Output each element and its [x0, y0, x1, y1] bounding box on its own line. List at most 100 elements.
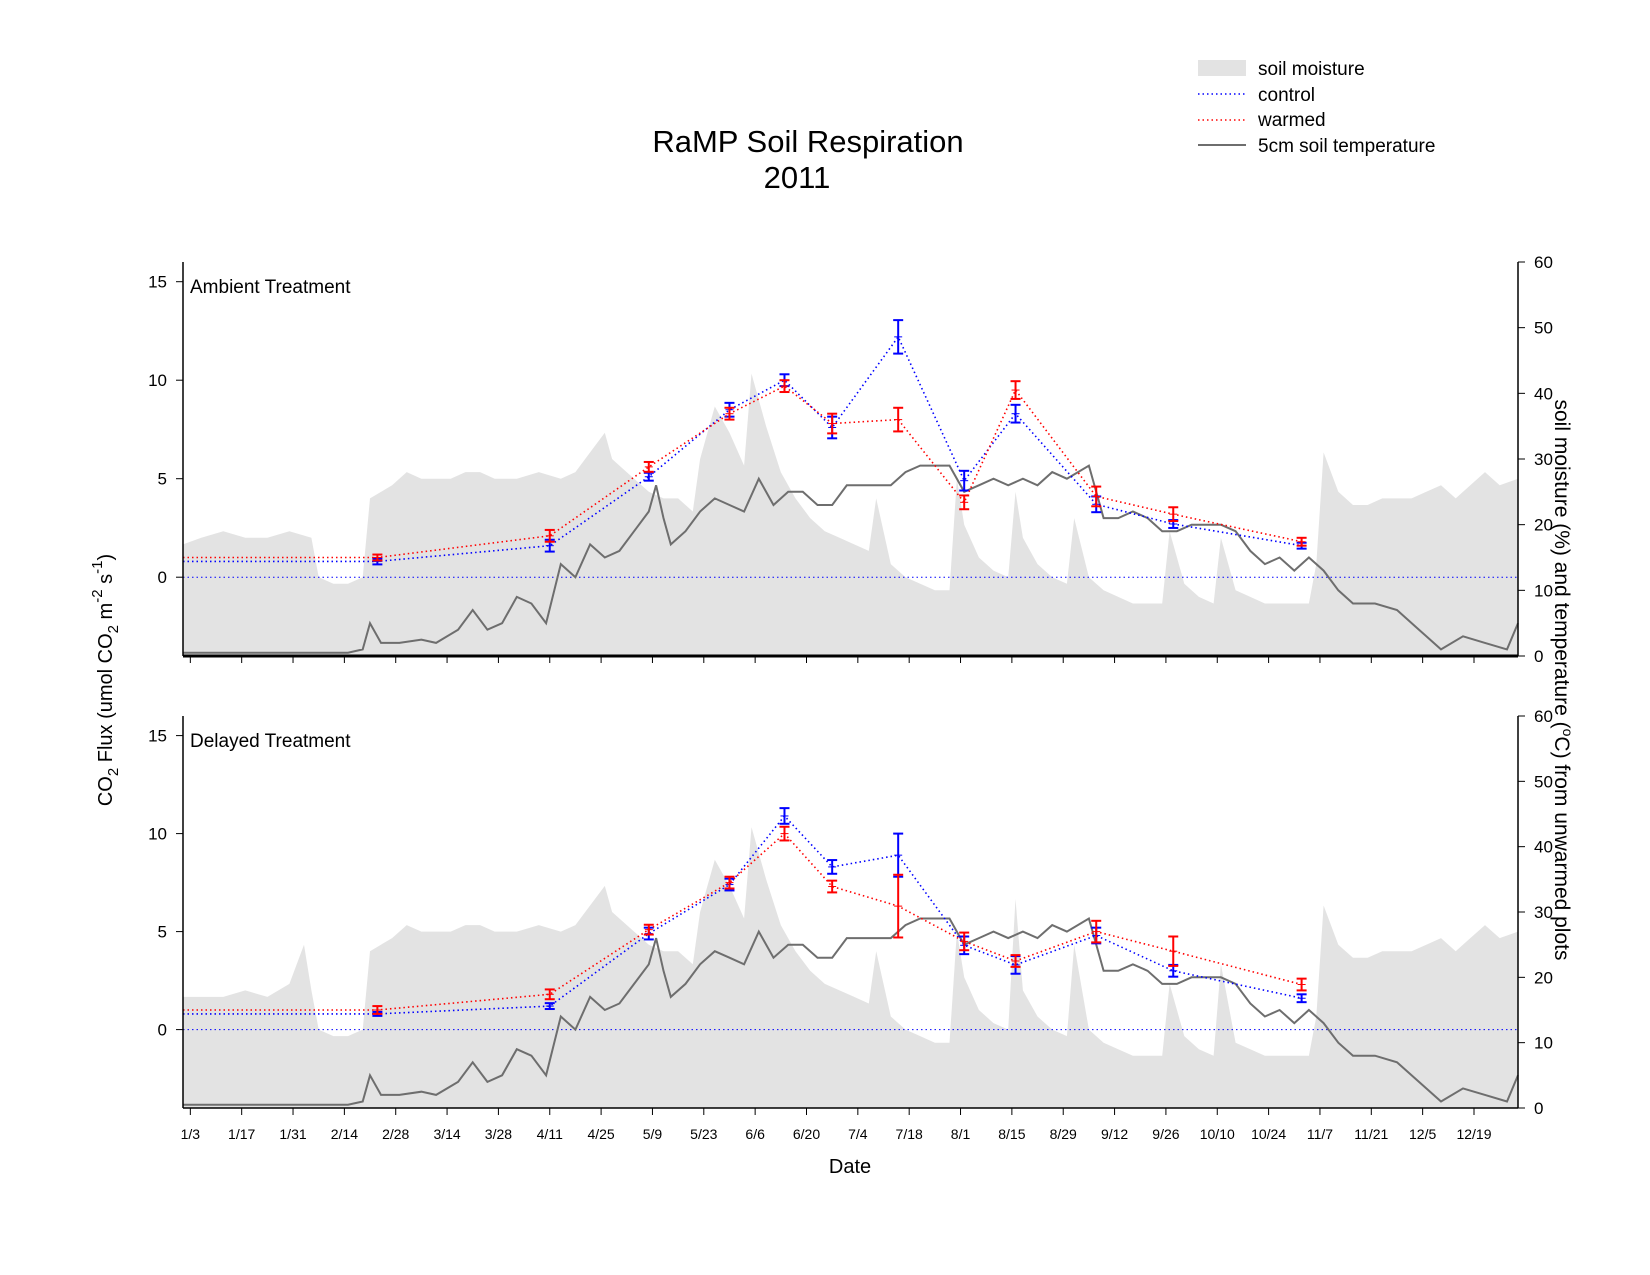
y-tick-label-right: 50	[1534, 772, 1553, 791]
y-label-subscript: 2	[105, 768, 122, 776]
control-errorbar	[544, 1002, 555, 1011]
x-tick-label: 6/20	[793, 1126, 820, 1142]
panel-ambient: 0 5 10 15 0 10 20 30 40 50 60 Ambient Treatment	[148, 253, 1553, 666]
x-tick-label: 5/9	[643, 1126, 663, 1142]
warmed-errorbar	[724, 406, 735, 421]
x-tick-label: 11/7	[1307, 1126, 1333, 1142]
y-label-text: s	[95, 574, 117, 590]
legend-label-moisture: soil moisture	[1258, 59, 1365, 80]
y-tick-label-left: 5	[158, 923, 167, 942]
control-errorbar	[893, 832, 904, 878]
y-tick-label-right: 30	[1534, 450, 1553, 469]
y-tick-label-right: 0	[1534, 1099, 1543, 1118]
y-label-superscript: -1	[89, 561, 106, 574]
x-tick-label: 9/26	[1152, 1126, 1179, 1142]
y-tick-label-left: 0	[158, 568, 167, 587]
y-label-superscript: o	[1560, 729, 1576, 737]
x-tick-label: 9/12	[1101, 1126, 1128, 1142]
y-tick-label-right: 60	[1534, 707, 1553, 726]
x-tick-label: 1/17	[228, 1126, 255, 1142]
warmed-errorbar	[827, 879, 838, 894]
x-tick-label: 8/1	[951, 1126, 971, 1142]
warmed-errorbar	[1091, 919, 1102, 944]
x-tick-label: 4/25	[587, 1126, 614, 1142]
warmed-errorbar	[893, 873, 904, 939]
x-tick-label: 5/23	[690, 1126, 717, 1142]
y-label-text: )	[95, 554, 117, 561]
y-tick-label-right: 40	[1534, 838, 1553, 857]
y-tick-label-left: 15	[148, 727, 167, 746]
x-tick-label: 1/3	[181, 1126, 201, 1142]
x-axis-label: Date	[829, 1156, 871, 1178]
chart-subtitle: 2011	[764, 160, 831, 195]
warmed-errorbar	[372, 1005, 383, 1015]
y-label-text: m	[95, 603, 117, 625]
x-tick-label: 7/18	[896, 1126, 923, 1142]
control-errorbar	[1010, 403, 1021, 424]
legend-label-temperature: 5cm soil temperature	[1258, 136, 1435, 157]
x-tick-label: 3/28	[485, 1126, 512, 1142]
control-errorbar	[1296, 993, 1307, 1004]
x-tick-label: 11/21	[1354, 1126, 1388, 1142]
panel-label: Ambient Treatment	[190, 277, 351, 298]
y-label-text: CO	[95, 776, 117, 806]
legend-label-warmed: warmed	[1257, 110, 1326, 131]
warmed-errorbar	[959, 494, 970, 511]
warmed-errorbar	[1010, 380, 1021, 400]
y-tick-label-left: 0	[158, 1021, 167, 1040]
y-tick-label-right: 20	[1534, 516, 1553, 535]
x-tick-label: 8/29	[1050, 1126, 1077, 1142]
warmed-errorbar	[959, 931, 970, 952]
warmed-errorbar	[1296, 536, 1307, 547]
x-tick-label: 12/5	[1409, 1126, 1436, 1142]
x-tick-label: 6/6	[745, 1126, 765, 1142]
y-tick-label-left: 5	[158, 470, 167, 489]
y-tick-label-right: 0	[1534, 647, 1543, 666]
warmed-errorbar	[372, 553, 383, 562]
warmed-errorbar	[643, 923, 654, 936]
control-errorbar	[779, 807, 790, 825]
x-tick-label: 2/14	[331, 1126, 358, 1142]
y-tick-label-right: 10	[1534, 581, 1553, 600]
y-axis-label-right: soil moisture (%) and temperature (oC) f…	[1550, 400, 1576, 961]
soil-moisture-area	[183, 373, 1518, 656]
control-errorbar	[959, 469, 970, 492]
warmed-errorbar	[779, 825, 790, 842]
warmed-errorbar	[1168, 935, 1179, 967]
x-tick-label: 3/14	[433, 1126, 460, 1142]
y-label-superscript: -2	[89, 589, 106, 602]
x-tick-label: 4/11	[537, 1126, 563, 1142]
warmed-errorbar	[1296, 977, 1307, 992]
y-axis-label-left: CO2 Flux (umol CO2 m-2 s-1)	[89, 554, 122, 806]
x-tick-label: 2/28	[382, 1126, 409, 1142]
legend-swatch-moisture	[1198, 60, 1246, 76]
panel-delayed: 0 5 10 15 0 10 20 30 40 50 60 1/3 1/17 1/31 2/14 2/28 3/…	[148, 707, 1553, 1142]
y-tick-label-left: 10	[148, 371, 167, 390]
x-tick-label: 12/19	[1456, 1126, 1491, 1142]
y-tick-label-right: 10	[1534, 1034, 1553, 1053]
temperature-line	[183, 916, 1519, 1106]
warmed-errorbar	[544, 528, 555, 543]
y-tick-label-right: 20	[1534, 968, 1553, 987]
warmed-errorbar	[1091, 485, 1102, 508]
x-tick-label: 1/31	[279, 1126, 306, 1142]
warmed-errorbar	[779, 379, 790, 394]
control-errorbar	[827, 859, 838, 875]
x-tick-label: 10/10	[1200, 1126, 1235, 1142]
y-label-subscript: 2	[105, 625, 122, 633]
y-tick-label-right: 60	[1534, 253, 1553, 272]
y-tick-label-right: 50	[1534, 319, 1553, 338]
y-tick-label-right: 30	[1534, 903, 1553, 922]
y-tick-label-left: 15	[148, 273, 167, 292]
temperature-line	[183, 464, 1519, 654]
control-errorbar	[643, 471, 654, 482]
control-errorbar	[893, 319, 904, 355]
legend: soil moisture control warmed 5cm soil te…	[1198, 59, 1435, 157]
y-label-text: C) from unwarmed plots	[1550, 736, 1573, 960]
warmed-errorbar	[544, 988, 555, 1001]
warmed-errorbar	[643, 460, 654, 473]
warmed-errorbar	[724, 875, 735, 890]
panel-label: Delayed Treatment	[190, 731, 351, 752]
y-tick-label-left: 10	[148, 825, 167, 844]
